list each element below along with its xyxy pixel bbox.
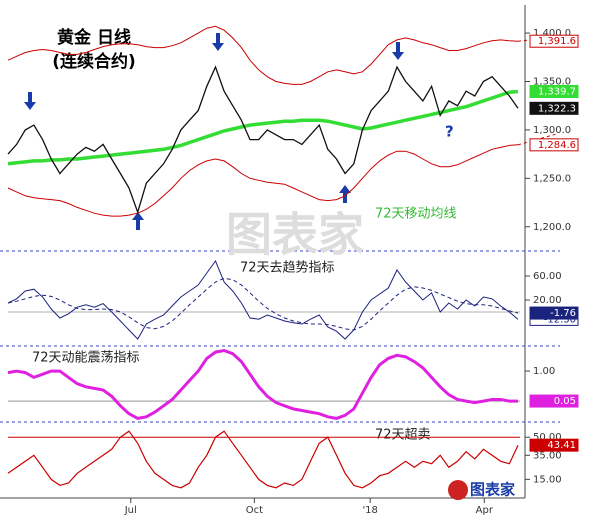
chart-title: 黄金 日线 <box>57 27 131 48</box>
value-label: 1,339.7 <box>538 86 576 97</box>
y-tick-label: 1,400.0 <box>533 28 571 39</box>
x-tick-label: '18 <box>362 505 377 516</box>
y-tick-label: 1.00 <box>533 366 555 377</box>
value-label-box <box>529 438 579 452</box>
logo-icon <box>448 480 468 500</box>
series-line <box>7 348 518 420</box>
series-line <box>7 277 519 331</box>
value-label: -12.30 <box>544 314 576 325</box>
value-label-box <box>529 138 579 152</box>
series-line <box>7 430 519 489</box>
value-label: 1,322.3 <box>538 103 576 114</box>
watermark: 图表家 <box>226 208 364 262</box>
logo: 图表家 <box>470 481 515 499</box>
x-tick-label: Apr <box>476 505 494 516</box>
y-tick-label: 50.00 <box>533 432 562 443</box>
series-line <box>7 144 519 217</box>
value-label-box <box>529 394 579 408</box>
annotation: 72天动能震荡指标 <box>32 351 140 366</box>
value-label-box <box>529 306 579 320</box>
y-tick-label: 1,250.0 <box>533 173 571 184</box>
question-mark: ? <box>445 123 454 141</box>
series-line <box>7 25 519 85</box>
annotation: 72天去趋势指标 <box>240 260 335 276</box>
y-tick-label: 20.00 <box>533 295 562 306</box>
value-label: 43.41 <box>547 440 576 451</box>
value-label-box <box>529 34 579 48</box>
value-label: -1.76 <box>550 308 576 319</box>
arrows <box>24 33 404 230</box>
value-label-box <box>529 101 579 115</box>
value-label-box <box>529 84 579 98</box>
y-tick-label: 1,350.0 <box>533 77 571 88</box>
value-label: 1,284.6 <box>538 140 576 151</box>
y-tick-label: 15.00 <box>533 474 562 485</box>
x-tick-label: Oct <box>246 505 263 516</box>
series-line <box>7 65 519 215</box>
value-label: 1,391.6 <box>538 36 576 47</box>
y-tick-label: 1,300.0 <box>533 125 571 136</box>
value-label: 0.05 <box>554 396 576 407</box>
annotation: 72天移动均线 <box>375 207 457 222</box>
annotation: 72天超卖 <box>375 428 431 443</box>
y-tick-label: 1,200.0 <box>533 222 571 233</box>
y-tick-label: 35.00 <box>533 450 562 461</box>
chart-subtitle: (连续合约) <box>52 51 136 72</box>
y-tick-label: 60.00 <box>533 271 562 282</box>
series-line <box>7 89 519 166</box>
x-tick-label: Jul <box>124 505 137 516</box>
series-line <box>7 259 519 340</box>
